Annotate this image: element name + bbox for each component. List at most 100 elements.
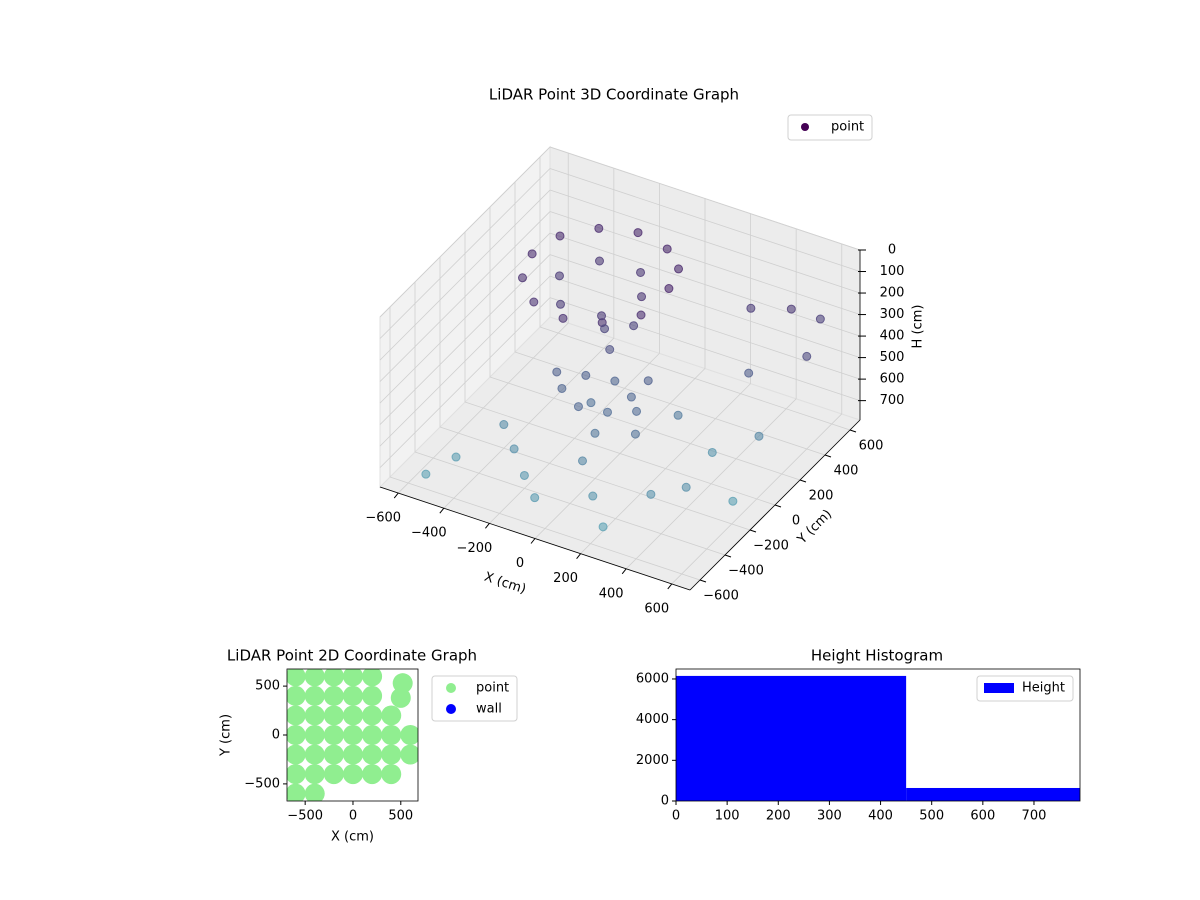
legend-box <box>787 114 873 141</box>
point <box>342 764 363 785</box>
point <box>573 402 583 412</box>
point <box>643 376 653 386</box>
x-tick <box>576 553 581 559</box>
point <box>304 764 325 785</box>
point <box>626 392 636 402</box>
grid-line <box>439 426 751 531</box>
grid-line <box>539 326 851 431</box>
point <box>362 764 383 785</box>
plot-area <box>287 669 418 801</box>
point <box>662 244 672 254</box>
y-tick <box>724 554 732 558</box>
point <box>287 725 306 745</box>
axes-frame <box>675 668 1081 802</box>
x-tick <box>439 507 445 514</box>
point <box>342 669 363 687</box>
grid-line <box>379 211 551 382</box>
point <box>586 398 596 408</box>
grid-line <box>379 275 551 447</box>
point <box>558 313 568 323</box>
chart-title: LiDAR Point 2D Coordinate Graph <box>227 647 477 665</box>
legend-label: wall <box>476 702 502 717</box>
legend-box <box>976 675 1074 702</box>
point <box>610 376 620 386</box>
x-tick-label: 200 <box>766 809 791 824</box>
legend-label: Height <box>1022 681 1065 696</box>
point <box>323 669 344 687</box>
x-tick <box>393 492 399 499</box>
point <box>392 673 413 694</box>
point <box>342 705 363 726</box>
point <box>554 271 564 281</box>
point <box>646 489 656 499</box>
legend-label: point <box>476 681 509 696</box>
z-tick-label: 700 <box>880 393 905 408</box>
x-tick <box>621 568 627 575</box>
y-tick <box>749 529 757 533</box>
point <box>381 744 402 765</box>
grid-line <box>549 189 861 294</box>
x-tick-label: −600 <box>365 511 401 526</box>
z-tick-label: 300 <box>880 307 905 322</box>
z-tick-label: 200 <box>880 286 905 301</box>
y-tick <box>824 454 832 458</box>
point <box>673 410 683 420</box>
point <box>636 267 646 277</box>
plot-area <box>676 675 1080 801</box>
point <box>304 744 325 765</box>
point <box>632 406 642 416</box>
point <box>518 273 527 283</box>
chart-title: Height Histogram <box>811 647 943 665</box>
point <box>381 705 402 726</box>
y-tick-label: 200 <box>809 489 834 504</box>
y-tick <box>699 579 707 583</box>
point <box>754 431 764 441</box>
x-tick-label: −200 <box>457 541 493 556</box>
point <box>362 705 383 726</box>
x-tick-label: 300 <box>817 809 842 824</box>
x-axis-label: X (cm) <box>331 830 374 845</box>
point <box>342 685 363 706</box>
point <box>746 303 756 313</box>
y-tick-label: 0 <box>661 794 669 809</box>
point <box>681 482 691 492</box>
y-tick-label: 500 <box>255 679 280 694</box>
point <box>362 669 383 687</box>
z-tick-label: 600 <box>880 372 905 387</box>
x-tick <box>530 538 536 544</box>
grid-line <box>514 351 826 456</box>
grid-line <box>379 168 551 339</box>
grid-line <box>379 232 551 404</box>
point <box>786 304 796 314</box>
grid-line <box>489 376 801 481</box>
point <box>390 687 411 708</box>
legend-marker <box>446 704 456 714</box>
x-tick-label: 400 <box>868 809 893 824</box>
point <box>630 429 640 439</box>
point <box>603 407 612 417</box>
point <box>342 744 363 765</box>
point <box>287 744 306 765</box>
point <box>664 284 674 294</box>
legend-label: point <box>831 120 864 135</box>
point <box>802 351 812 361</box>
point <box>304 705 325 726</box>
y-tick-label: 6000 <box>636 671 669 686</box>
y-tick-label: 600 <box>859 439 884 454</box>
bar <box>676 675 907 801</box>
point <box>636 310 646 320</box>
x-tick-label: 0 <box>349 809 357 824</box>
point <box>728 496 738 506</box>
legend-marker <box>446 683 456 693</box>
axis-line <box>379 486 691 591</box>
point <box>287 764 306 785</box>
grid-line <box>549 254 861 358</box>
chart-title: LiDAR Point 3D Coordinate Graph <box>489 86 739 104</box>
y-tick <box>849 429 857 433</box>
x-tick-label: 0 <box>672 809 680 824</box>
point <box>552 367 562 377</box>
point <box>362 725 383 745</box>
point <box>381 764 402 785</box>
